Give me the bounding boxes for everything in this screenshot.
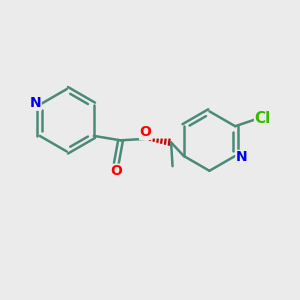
Text: Cl: Cl — [255, 111, 271, 126]
Text: N: N — [29, 96, 41, 110]
Text: O: O — [140, 125, 152, 139]
Text: O: O — [110, 164, 122, 178]
Text: N: N — [236, 150, 248, 164]
